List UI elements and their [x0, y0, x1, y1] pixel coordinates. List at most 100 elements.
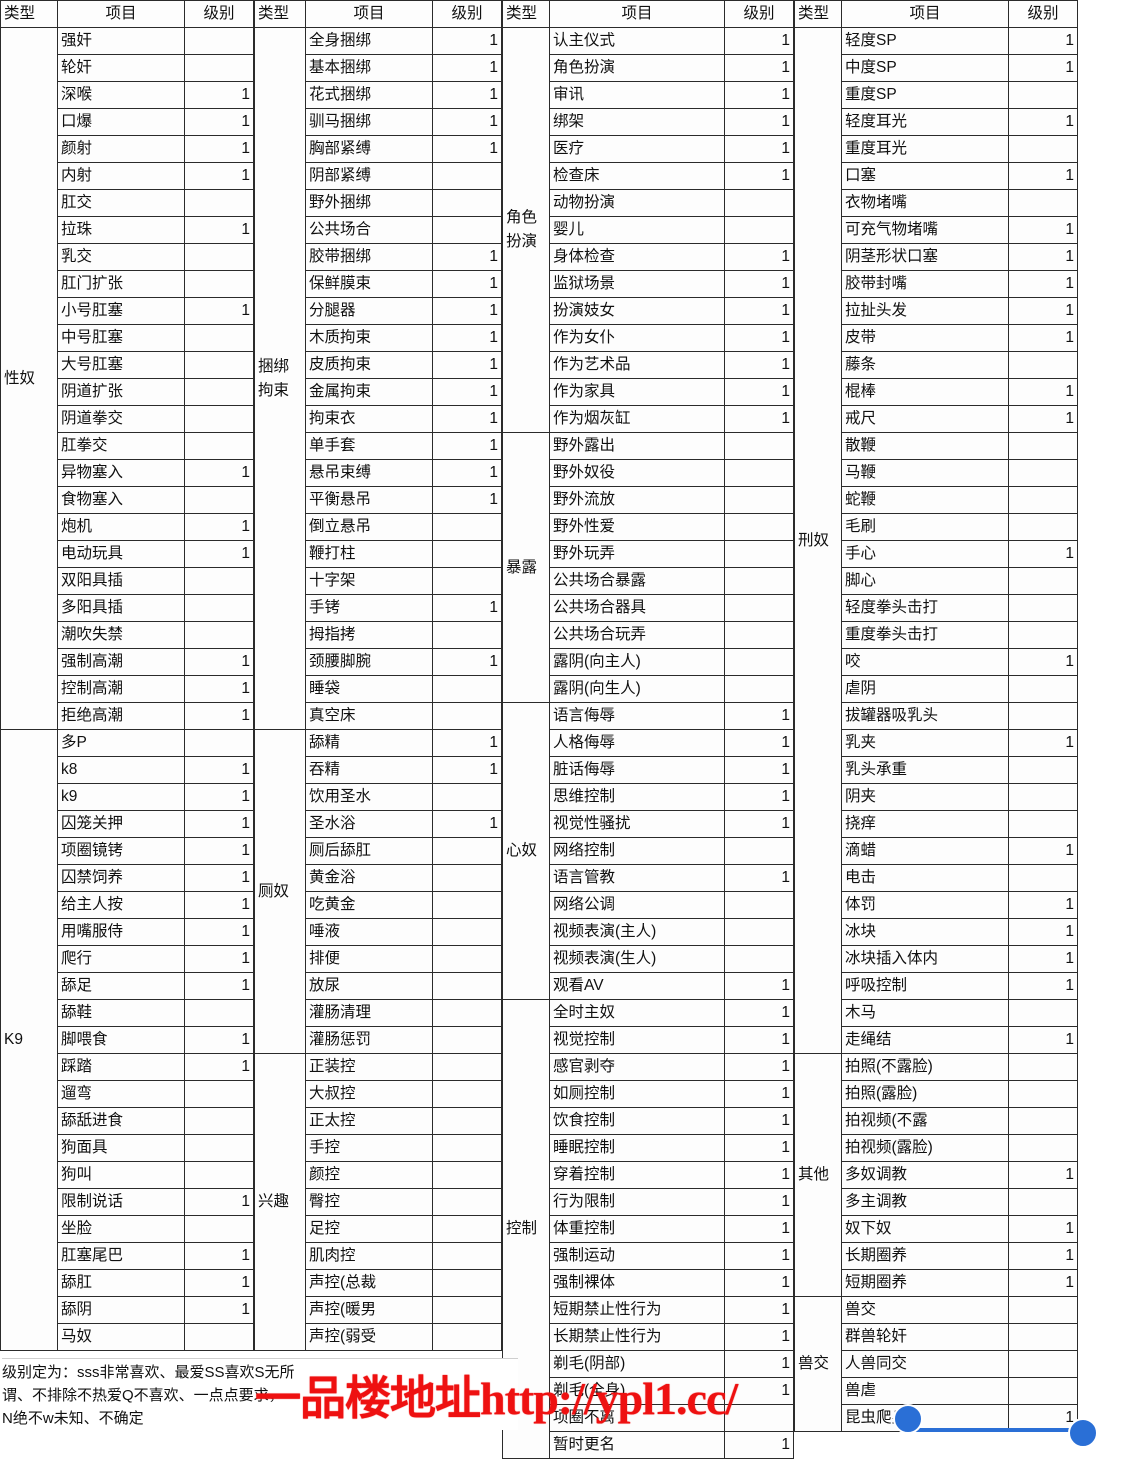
item-cell[interactable]: 阴夹 [841, 783, 1009, 811]
level-cell[interactable] [184, 324, 254, 352]
level-cell[interactable]: 1 [724, 999, 794, 1027]
level-cell[interactable] [432, 972, 502, 1000]
item-cell[interactable]: 拍视频(不露 [841, 1107, 1009, 1135]
item-cell[interactable]: 手控 [305, 1134, 433, 1162]
item-cell[interactable]: 唾液 [305, 918, 433, 946]
level-cell[interactable] [1008, 567, 1078, 595]
item-cell[interactable]: 体罚 [841, 891, 1009, 919]
level-cell[interactable] [724, 432, 794, 460]
level-cell[interactable] [724, 621, 794, 649]
selection-bar[interactable] [903, 1428, 1088, 1432]
item-cell[interactable]: 露阴(向主人) [549, 648, 725, 676]
level-cell[interactable]: 1 [184, 864, 254, 892]
level-cell[interactable]: 1 [1008, 918, 1078, 946]
level-cell[interactable]: 1 [724, 1296, 794, 1324]
level-cell[interactable]: 1 [724, 864, 794, 892]
level-cell[interactable] [432, 675, 502, 703]
item-cell[interactable]: 公共场合 [305, 216, 433, 244]
level-cell[interactable] [1008, 810, 1078, 838]
level-cell[interactable]: 1 [432, 324, 502, 352]
item-cell[interactable]: 肛拳交 [57, 432, 185, 460]
item-cell[interactable]: 网络公调 [549, 891, 725, 919]
item-cell[interactable]: 舔精 [305, 729, 433, 757]
item-cell[interactable]: 思维控制 [549, 783, 725, 811]
level-cell[interactable]: 1 [184, 81, 254, 109]
item-cell[interactable]: 吃黄金 [305, 891, 433, 919]
item-cell[interactable]: 拘束衣 [305, 405, 433, 433]
level-cell[interactable] [184, 486, 254, 514]
level-cell[interactable] [432, 567, 502, 595]
level-cell[interactable] [432, 864, 502, 892]
level-cell[interactable] [1008, 1350, 1078, 1378]
level-cell[interactable]: 1 [724, 405, 794, 433]
level-cell[interactable] [724, 945, 794, 973]
level-cell[interactable]: 1 [184, 216, 254, 244]
item-cell[interactable]: 电击 [841, 864, 1009, 892]
item-cell[interactable]: 项圈不离 [549, 1404, 725, 1432]
level-cell[interactable]: 1 [724, 1377, 794, 1405]
item-cell[interactable]: 控制高潮 [57, 675, 185, 703]
level-cell[interactable] [432, 1080, 502, 1108]
item-cell[interactable]: 视频表演(生人) [549, 945, 725, 973]
item-cell[interactable]: 视觉性骚扰 [549, 810, 725, 838]
level-cell[interactable]: 1 [1008, 108, 1078, 136]
level-cell[interactable] [724, 837, 794, 865]
item-cell[interactable]: 感官剥夺 [549, 1053, 725, 1081]
item-cell[interactable]: 狗叫 [57, 1161, 185, 1189]
item-cell[interactable]: 异物塞入 [57, 459, 185, 487]
selection-handle-start[interactable] [893, 1404, 923, 1434]
level-cell[interactable] [432, 999, 502, 1027]
item-cell[interactable]: 正太控 [305, 1107, 433, 1135]
item-cell[interactable]: 绑架 [549, 108, 725, 136]
item-cell[interactable]: 囚禁饲养 [57, 864, 185, 892]
level-cell[interactable] [432, 1161, 502, 1189]
level-cell[interactable] [432, 1215, 502, 1243]
item-cell[interactable]: 肛交 [57, 189, 185, 217]
level-cell[interactable] [1008, 459, 1078, 487]
level-cell[interactable] [184, 999, 254, 1027]
level-cell[interactable] [1008, 189, 1078, 217]
item-cell[interactable]: 基本捆绑 [305, 54, 433, 82]
level-cell[interactable] [184, 1323, 254, 1351]
level-cell[interactable]: 1 [184, 1269, 254, 1297]
level-cell[interactable] [432, 513, 502, 541]
item-cell[interactable]: 网络控制 [549, 837, 725, 865]
level-cell[interactable]: 1 [432, 81, 502, 109]
item-cell[interactable]: 鞭打柱 [305, 540, 433, 568]
item-cell[interactable]: 审讯 [549, 81, 725, 109]
item-cell[interactable]: 颜射 [57, 135, 185, 163]
item-cell[interactable]: 扮演妓女 [549, 297, 725, 325]
item-cell[interactable]: 口塞 [841, 162, 1009, 190]
level-cell[interactable]: 1 [432, 54, 502, 82]
item-cell[interactable]: 体重控制 [549, 1215, 725, 1243]
level-cell[interactable] [184, 54, 254, 82]
level-cell[interactable]: 1 [432, 810, 502, 838]
item-cell[interactable]: 胶带封嘴 [841, 270, 1009, 298]
level-cell[interactable] [432, 621, 502, 649]
item-cell[interactable]: 拍视频(露脸) [841, 1134, 1009, 1162]
item-cell[interactable]: 冰块 [841, 918, 1009, 946]
level-cell[interactable] [184, 1215, 254, 1243]
level-cell[interactable]: 1 [724, 972, 794, 1000]
item-cell[interactable]: 拉扯头发 [841, 297, 1009, 325]
level-cell[interactable]: 1 [184, 513, 254, 541]
item-cell[interactable]: 声控(暖男 [305, 1296, 433, 1324]
level-cell[interactable]: 1 [432, 270, 502, 298]
item-cell[interactable]: 穿着控制 [549, 1161, 725, 1189]
item-cell[interactable]: 饮食控制 [549, 1107, 725, 1135]
level-cell[interactable] [432, 1242, 502, 1270]
item-cell[interactable]: 用嘴服侍 [57, 918, 185, 946]
level-cell[interactable]: 1 [1008, 1242, 1078, 1270]
level-cell[interactable]: 1 [724, 378, 794, 406]
item-cell[interactable]: 饮用圣水 [305, 783, 433, 811]
item-cell[interactable]: 戒尺 [841, 405, 1009, 433]
level-cell[interactable]: 1 [184, 945, 254, 973]
level-cell[interactable]: 1 [184, 756, 254, 784]
level-cell[interactable] [432, 1026, 502, 1054]
item-cell[interactable]: 公共场合玩弄 [549, 621, 725, 649]
item-cell[interactable]: 限制说话 [57, 1188, 185, 1216]
level-cell[interactable]: 1 [724, 270, 794, 298]
level-cell[interactable] [1008, 135, 1078, 163]
item-cell[interactable]: 兽交 [841, 1296, 1009, 1324]
item-cell[interactable]: 马鞭 [841, 459, 1009, 487]
